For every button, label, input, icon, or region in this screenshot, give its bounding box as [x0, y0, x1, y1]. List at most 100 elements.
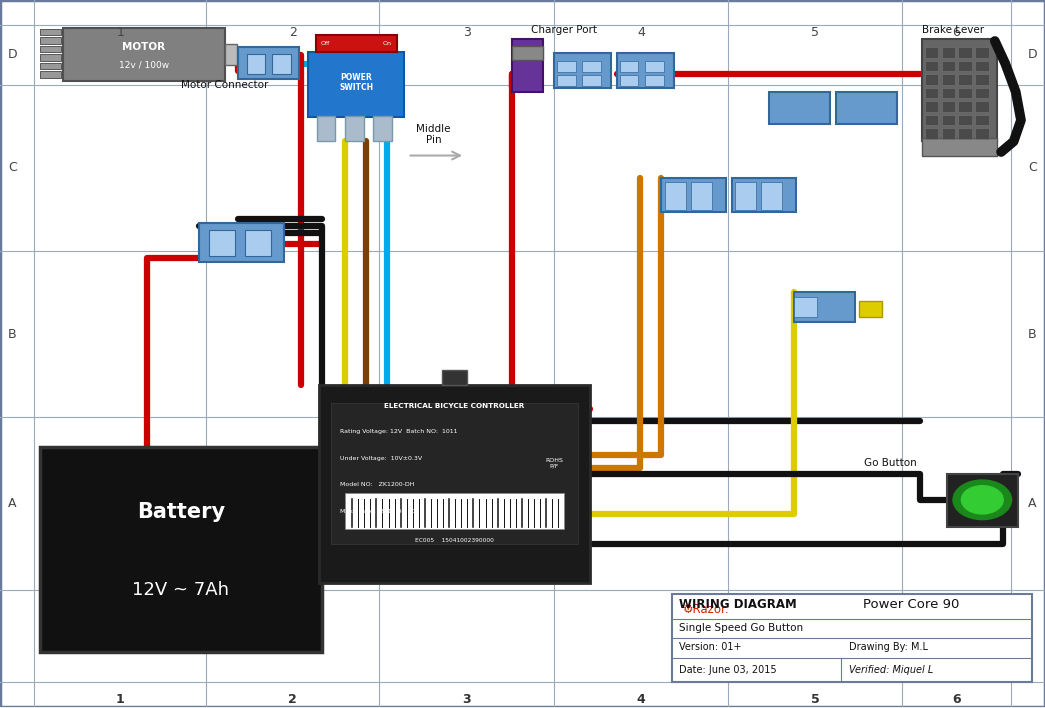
Bar: [40, 38, 61, 44]
Text: 6: 6: [952, 693, 960, 707]
Bar: [40, 46, 61, 52]
Bar: [942, 88, 955, 98]
Bar: [794, 297, 817, 316]
Text: D: D: [7, 48, 18, 62]
Bar: [922, 39, 997, 142]
Text: ELECTRICAL BICYCLE CONTROLLER: ELECTRICAL BICYCLE CONTROLLER: [385, 404, 525, 409]
Bar: [947, 474, 1018, 527]
Bar: [925, 128, 938, 139]
Bar: [732, 178, 796, 212]
Text: Version: 01+: Version: 01+: [679, 641, 742, 652]
Text: 4: 4: [637, 26, 645, 39]
Text: 2: 2: [288, 26, 297, 39]
Bar: [512, 39, 543, 92]
Text: Battery: Battery: [137, 503, 225, 523]
Bar: [958, 61, 972, 72]
Bar: [617, 53, 674, 88]
Bar: [199, 223, 284, 261]
Bar: [225, 44, 237, 65]
Bar: [672, 594, 1032, 683]
Bar: [942, 74, 955, 85]
Text: Make Date:  2015.04.10: Make Date: 2015.04.10: [340, 509, 415, 514]
Bar: [958, 115, 972, 125]
Text: Power Core 90: Power Core 90: [863, 598, 959, 611]
Bar: [238, 47, 299, 79]
Bar: [645, 61, 664, 72]
Bar: [345, 116, 364, 142]
Bar: [645, 75, 664, 86]
Bar: [665, 182, 686, 210]
Bar: [958, 74, 972, 85]
Text: Date: June 03, 2015: Date: June 03, 2015: [679, 666, 776, 675]
Text: 2: 2: [288, 693, 297, 707]
Text: On: On: [382, 41, 392, 46]
Text: 5: 5: [811, 693, 819, 707]
Bar: [922, 138, 997, 156]
Bar: [942, 47, 955, 58]
Bar: [40, 63, 61, 69]
Bar: [247, 54, 265, 74]
Text: A: A: [1028, 497, 1037, 510]
Text: Under Voltage:  10V±0.3V: Under Voltage: 10V±0.3V: [340, 456, 422, 461]
Text: C: C: [1028, 161, 1037, 174]
Bar: [512, 46, 543, 60]
Bar: [761, 182, 782, 210]
Bar: [925, 101, 938, 112]
Bar: [942, 101, 955, 112]
Text: A: A: [8, 497, 17, 510]
Bar: [316, 35, 397, 52]
Text: 3: 3: [463, 26, 470, 39]
Bar: [40, 72, 61, 78]
Bar: [661, 178, 726, 212]
Text: Off: Off: [321, 41, 330, 46]
Bar: [317, 116, 335, 142]
Text: WIRING DIAGRAM: WIRING DIAGRAM: [679, 598, 797, 611]
Bar: [942, 61, 955, 72]
Circle shape: [953, 480, 1012, 520]
Bar: [582, 61, 601, 72]
Text: ⚙Razor.: ⚙Razor.: [682, 603, 729, 616]
Bar: [245, 230, 271, 256]
Bar: [958, 47, 972, 58]
Bar: [319, 385, 590, 583]
Circle shape: [961, 486, 1003, 514]
Text: 6: 6: [952, 26, 960, 39]
Bar: [975, 61, 989, 72]
Bar: [975, 47, 989, 58]
Text: 12V ~ 7Ah: 12V ~ 7Ah: [133, 581, 229, 599]
Bar: [925, 74, 938, 85]
Text: 1: 1: [116, 26, 124, 39]
Text: ROHS
P/F: ROHS P/F: [544, 457, 563, 469]
Text: Brake Lever: Brake Lever: [922, 25, 984, 35]
Text: Go Button: Go Button: [864, 458, 916, 468]
Bar: [942, 128, 955, 139]
Bar: [794, 292, 855, 321]
Bar: [557, 61, 576, 72]
Bar: [40, 55, 61, 61]
Bar: [63, 28, 225, 81]
Text: D: D: [1027, 48, 1038, 62]
Bar: [620, 75, 638, 86]
Bar: [331, 403, 578, 544]
Bar: [272, 54, 291, 74]
Bar: [345, 493, 564, 529]
Bar: [308, 52, 404, 117]
Bar: [554, 53, 611, 88]
Bar: [925, 115, 938, 125]
Bar: [975, 115, 989, 125]
Text: POWER
SWITCH: POWER SWITCH: [340, 73, 373, 92]
Text: 12v / 100w: 12v / 100w: [119, 61, 168, 70]
Bar: [40, 447, 322, 652]
Bar: [373, 116, 392, 142]
Text: Middle
Pin: Middle Pin: [416, 123, 451, 145]
Text: Verified: Miquel L: Verified: Miquel L: [849, 666, 933, 675]
Bar: [925, 47, 938, 58]
Text: Rating Voltage: 12V  Batch NO:  1011: Rating Voltage: 12V Batch NO: 1011: [340, 429, 457, 434]
Text: MOTOR: MOTOR: [122, 42, 165, 52]
Text: EC005    15041002390000: EC005 15041002390000: [415, 538, 494, 543]
Text: 4: 4: [636, 693, 646, 707]
Bar: [975, 128, 989, 139]
Text: 5: 5: [811, 26, 819, 39]
Bar: [735, 182, 756, 210]
Text: B: B: [8, 328, 17, 341]
